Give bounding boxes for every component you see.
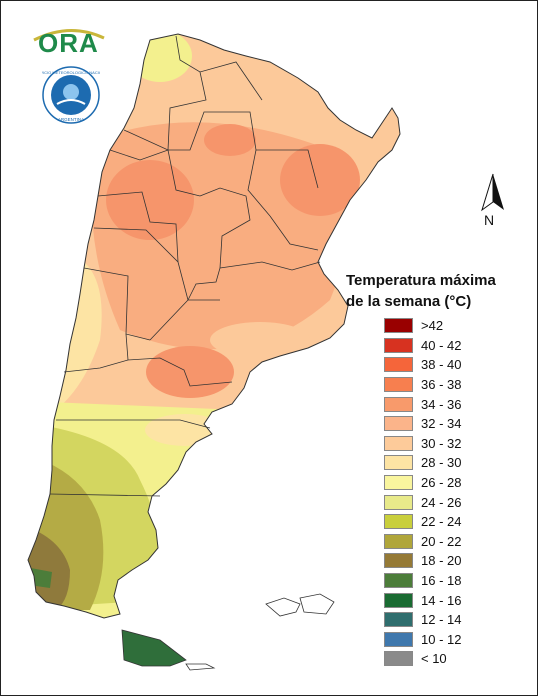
legend-item: 32 - 34: [384, 414, 461, 434]
legend-label: 12 - 14: [421, 612, 462, 628]
legend-label: 28 - 30: [421, 455, 462, 471]
legend-label: 22 - 24: [421, 514, 462, 530]
svg-text:ARGENTINA: ARGENTINA: [58, 117, 84, 122]
legend-swatch: [384, 435, 413, 451]
legend-item: 40 - 42: [384, 336, 461, 356]
legend-label: < 10: [421, 651, 447, 667]
legend-item: 38 - 40: [384, 355, 461, 375]
legend-label: 40 - 42: [421, 337, 462, 353]
legend-item: 12 - 14: [384, 610, 461, 630]
legend-label: 18 - 20: [421, 553, 462, 569]
legend-item: 22 - 24: [384, 512, 461, 532]
legend-title-line2: de la semana (°C): [346, 293, 472, 310]
north-label: N: [484, 212, 495, 228]
legend-item: 20 - 22: [384, 532, 461, 552]
temperature-legend: >42 40 - 42 38 - 40 36 - 38 34 - 36 32 - 34 30…: [384, 316, 461, 669]
legend-swatch: [384, 612, 413, 628]
legend-swatch: [384, 318, 413, 334]
legend-label: 10 - 12: [421, 631, 462, 647]
legend-swatch: [384, 377, 413, 393]
legend-item: 34 - 36: [384, 394, 461, 414]
legend-swatch: [384, 631, 413, 647]
legend-item: 30 - 32: [384, 434, 461, 454]
legend-item: >42: [384, 316, 461, 336]
legend-swatch: [384, 357, 413, 373]
ora-logo-swoosh: [33, 28, 105, 42]
legend-title: Temperatura máxima de la semana (°C): [346, 270, 496, 312]
legend-item: 10 - 12: [384, 630, 461, 650]
legend-swatch: [384, 592, 413, 608]
legend-item: < 10: [384, 649, 461, 669]
legend-label: 26 - 28: [421, 475, 462, 491]
legend-item: 26 - 28: [384, 473, 461, 493]
legend-label: 34 - 36: [421, 396, 462, 412]
province-boundaries: [49, 35, 321, 497]
legend-label: 16 - 18: [421, 573, 462, 589]
legend-swatch: [384, 573, 413, 589]
legend-swatch: [384, 514, 413, 530]
legend-label: 38 - 40: [421, 357, 462, 373]
legend-label: >42: [421, 318, 444, 334]
legend-item: 28 - 30: [384, 453, 461, 473]
isla-de-los-estados: [185, 663, 216, 671]
legend-swatch: [384, 553, 413, 569]
smn-seal-icon: SERVICIO METEOROLOGICO NACIONAL ARGENTIN…: [42, 66, 100, 124]
legend-swatch: [384, 475, 413, 491]
legend-label: 36 - 38: [421, 377, 462, 393]
legend-item: 16 - 18: [384, 571, 461, 591]
malvinas-islands: [265, 593, 335, 617]
legend-item: 14 - 16: [384, 590, 461, 610]
legend-swatch: [384, 533, 413, 549]
svg-text:SERVICIO METEOROLOGICO NACIONA: SERVICIO METEOROLOGICO NACIONAL: [42, 70, 100, 75]
legend-label: 32 - 34: [421, 416, 462, 432]
legend-swatch: [384, 494, 413, 510]
legend-label: 14 - 16: [421, 592, 462, 608]
legend-item: 18 - 20: [384, 551, 461, 571]
legend-label: 20 - 22: [421, 533, 462, 549]
ora-logo-text: ORA: [38, 28, 99, 58]
legend-item: 36 - 38: [384, 375, 461, 395]
north-arrow-icon: [481, 173, 504, 212]
legend-label: 30 - 32: [421, 435, 462, 451]
legend-swatch: [384, 337, 413, 353]
tierra-del-fuego: [121, 629, 187, 667]
legend-swatch: [384, 455, 413, 471]
legend-swatch: [384, 651, 413, 667]
legend-item: 24 - 26: [384, 492, 461, 512]
legend-swatch: [384, 416, 413, 432]
legend-title-line1: Temperatura máxima: [346, 272, 496, 289]
legend-label: 24 - 26: [421, 494, 462, 510]
legend-swatch: [384, 396, 413, 412]
